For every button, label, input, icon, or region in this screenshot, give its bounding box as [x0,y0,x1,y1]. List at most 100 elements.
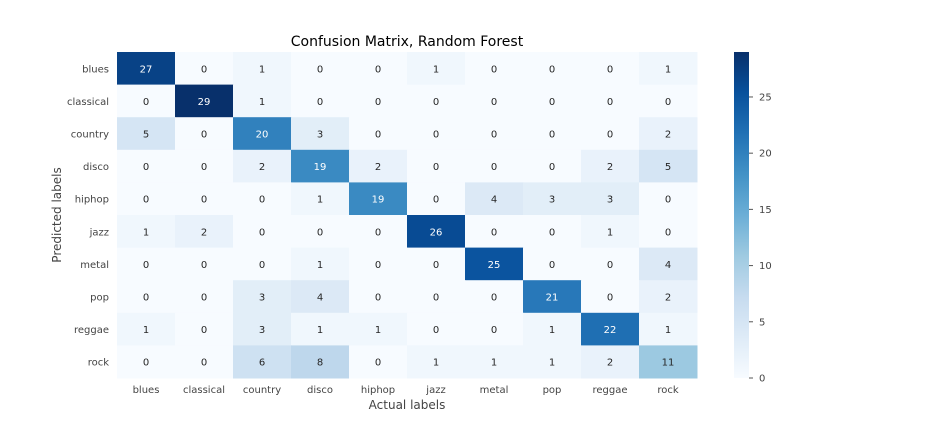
cell-value-label: 0 [201,260,207,271]
heatmap-cell [407,84,466,118]
heatmap-cell [639,312,698,346]
cell-value-label: 1 [317,325,323,336]
heatmap-cell [523,182,582,216]
cell-value-label: 4 [317,293,323,304]
y-tick-label: country [71,130,109,141]
cell-value-label: 25 [488,260,501,271]
heatmap-cell [117,149,176,183]
cell-value-label: 3 [549,195,555,206]
cell-value-label: 0 [201,162,207,173]
cell-value-label: 8 [317,358,323,369]
cell-value-label: 0 [491,325,497,336]
cell-value-label: 2 [201,227,207,238]
y-tick-label: classical [67,97,109,108]
heatmap-cell [639,149,698,183]
heatmap-cell [639,84,698,118]
x-axis-label: Actual labels [369,398,446,412]
cell-value-label: 0 [375,358,381,369]
cell-value-label: 0 [607,130,613,141]
cell-value-label: 0 [433,130,439,141]
cell-value-label: 0 [143,260,149,271]
cell-value-label: 0 [549,130,555,141]
heatmap-cell [465,345,524,379]
cell-value-label: 0 [433,325,439,336]
heatmap-cell [639,345,698,379]
heatmap-cell [233,215,292,249]
heatmap-cell [117,247,176,281]
cell-value-label: 2 [375,162,381,173]
heatmap-cell [349,215,408,249]
cell-value-label: 4 [491,195,497,206]
heatmap-cells [117,52,698,379]
x-tick-label: hiphop [361,385,395,396]
x-tick-label: pop [543,385,562,396]
x-tick-label: country [243,385,281,396]
cell-value-label: 11 [662,358,675,369]
colorbar-tick-label: 0 [759,374,765,385]
colorbar-tick-label: 10 [759,261,772,272]
heatmap-cell [639,247,698,281]
heatmap-cell [639,52,698,86]
colorbar-tick-label: 5 [759,317,765,328]
cell-value-label: 2 [665,130,671,141]
cell-value-label: 0 [491,227,497,238]
heatmap-cell [117,182,176,216]
heatmap-cell [581,182,640,216]
heatmap-cell [233,117,292,151]
heatmap-cell [233,52,292,86]
cell-value-label: 1 [665,325,671,336]
cell-value-label: 0 [433,293,439,304]
heatmap-cell [465,182,524,216]
cell-value-label: 1 [607,227,613,238]
cell-value-label: 4 [665,260,671,271]
heatmap-cell [291,52,350,86]
heatmap-cell [407,149,466,183]
heatmap-cell [407,280,466,314]
cell-value-label: 1 [317,195,323,206]
heatmap-cell [465,117,524,151]
heatmap-cell [523,215,582,249]
heatmap-cell-labels: 27 0 1 0 0 1 0 0 0 10 29 1 0 0 0 0 0 0 05 0 20 3 0 0 0 0 0 20 0 2 19 2 0… [140,64,675,368]
cell-value-label: 3 [607,195,613,206]
heatmap-cell [407,52,466,86]
cell-value-label: 0 [201,358,207,369]
heatmap-cell [349,84,408,118]
heatmap-cell [117,312,176,346]
x-tick-label: disco [307,385,333,396]
heatmap-cell [175,117,234,151]
cell-value-label: 1 [549,325,555,336]
heatmap-cell [175,312,234,346]
heatmap-cell [175,52,234,86]
x-tick-label: metal [480,385,509,396]
colorbar-ticks: 0 5 10 15 20 25 [749,92,772,385]
heatmap-cell [233,280,292,314]
heatmap-cell [291,117,350,151]
cell-value-label: 3 [317,130,323,141]
cell-value-label: 0 [259,260,265,271]
heatmap-cell [117,117,176,151]
cell-value-label: 20 [256,130,269,141]
heatmap-cell [581,215,640,249]
cell-value-label: 0 [549,97,555,108]
heatmap-cell [291,345,350,379]
x-tick-label: classical [183,385,225,396]
cell-value-label: 26 [430,227,443,238]
cell-value-label: 22 [604,325,617,336]
heatmap-cell [349,247,408,281]
heatmap-cell [581,345,640,379]
heatmap-cell [581,117,640,151]
heatmap-cell [465,149,524,183]
y-tick-label: reggae [74,325,109,336]
cell-value-label: 19 [314,162,327,173]
heatmap-cell [233,247,292,281]
cell-value-label: 0 [317,97,323,108]
heatmap-cell [349,280,408,314]
heatmap-cell [349,117,408,151]
heatmap-cell [465,215,524,249]
heatmap-cell [175,247,234,281]
x-tick-label: jazz [425,385,445,396]
heatmap-cell [175,149,234,183]
cell-value-label: 0 [607,97,613,108]
heatmap-cell [639,280,698,314]
cell-value-label: 0 [201,130,207,141]
